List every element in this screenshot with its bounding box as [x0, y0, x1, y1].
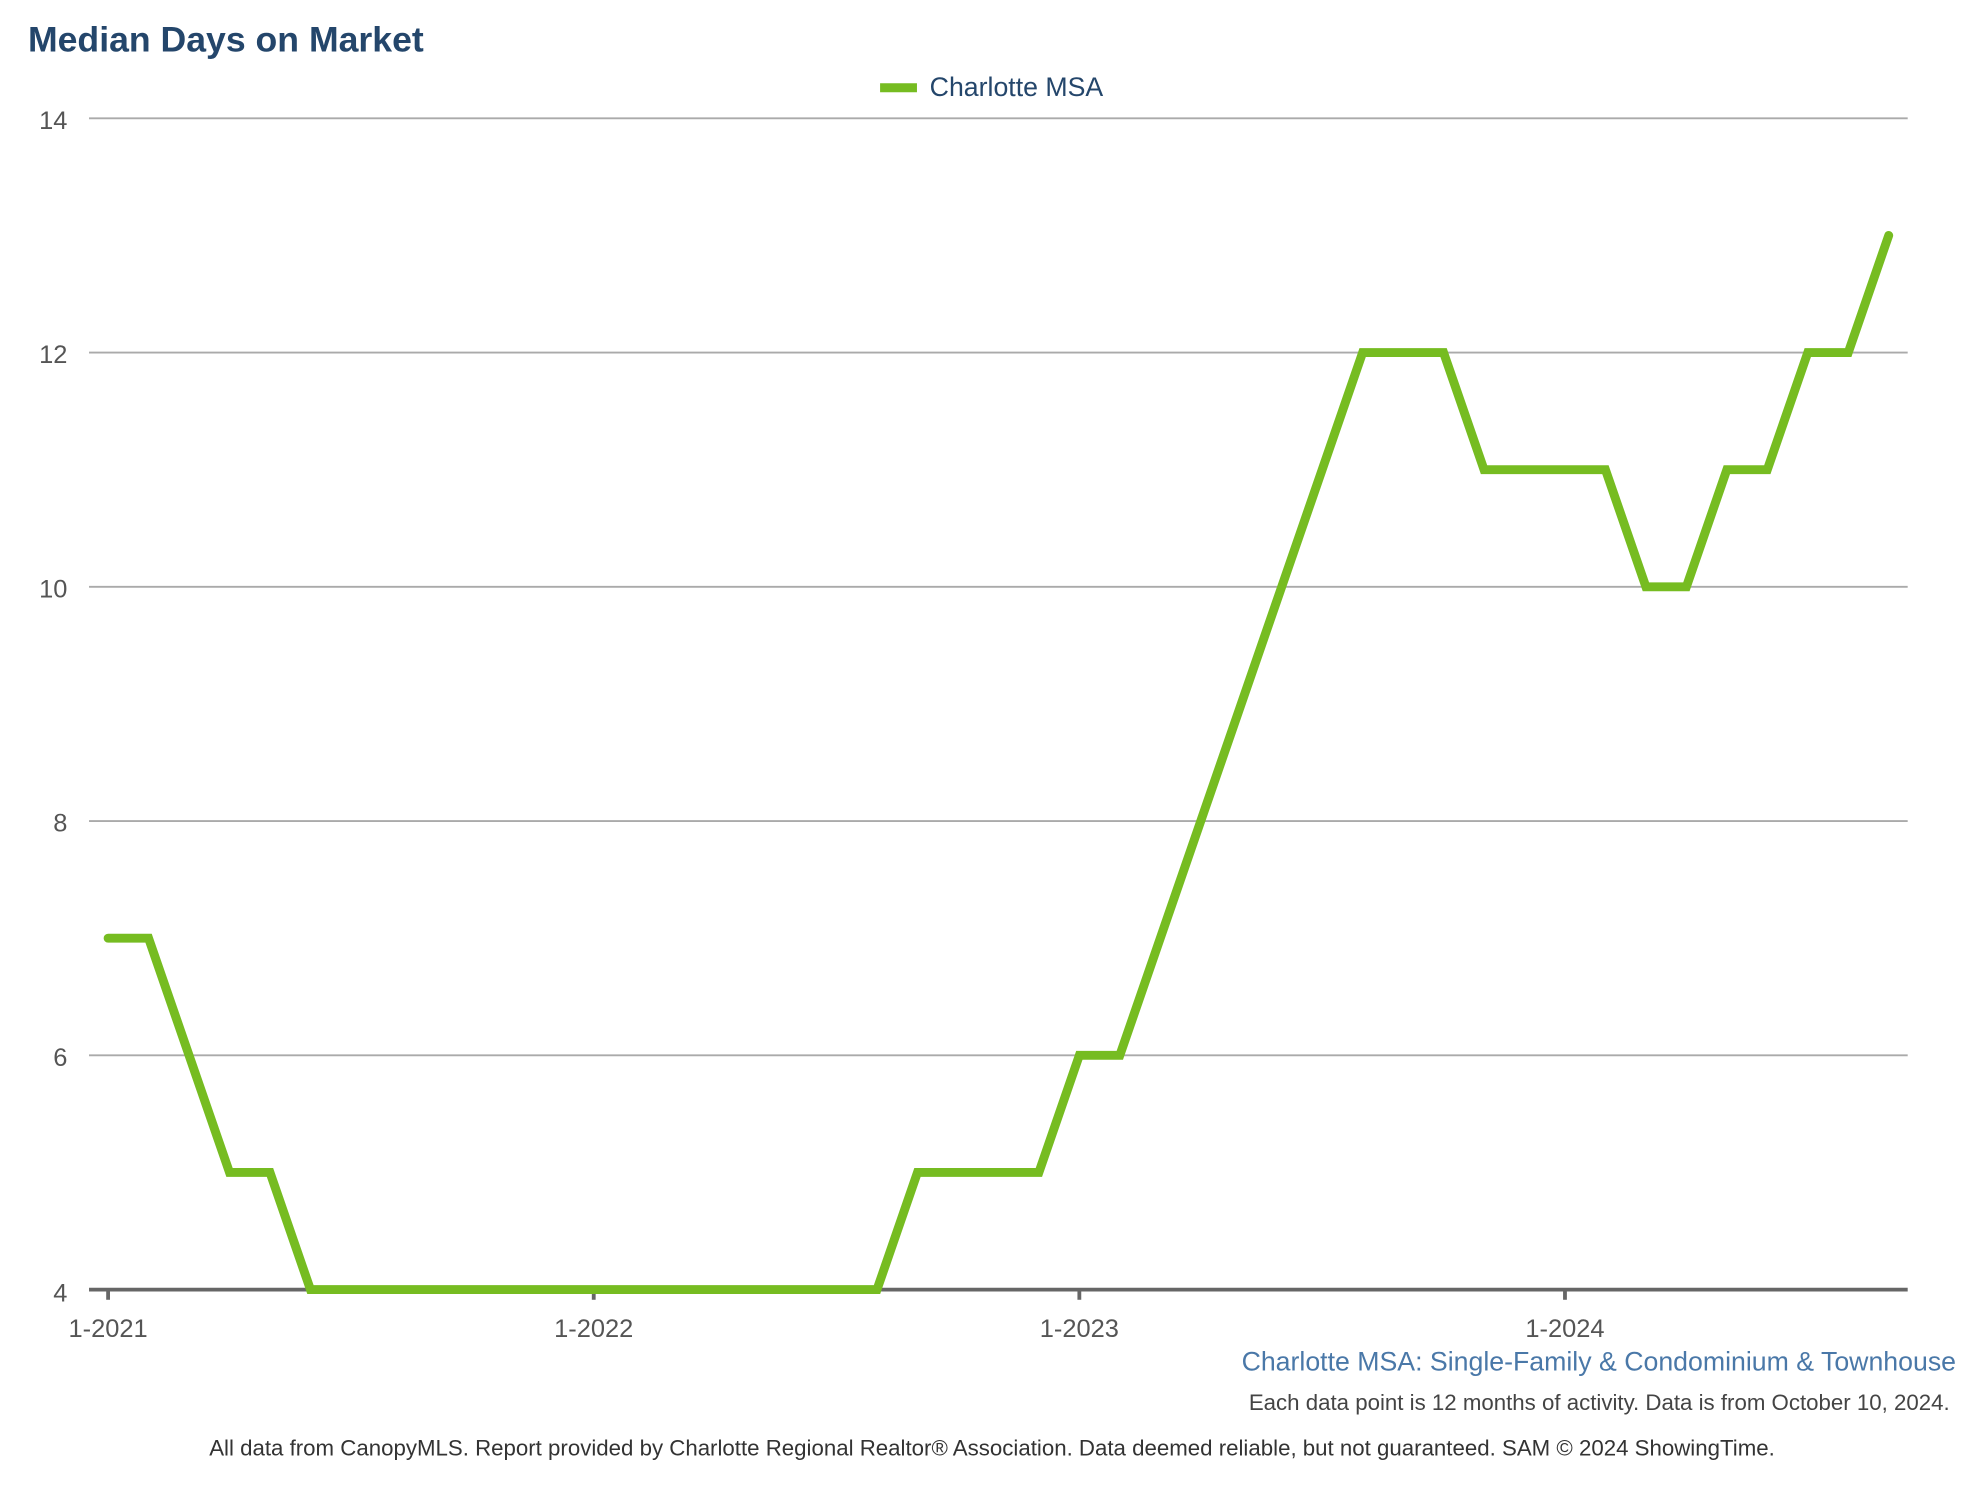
x-tick-label: 1-2024 [1525, 1315, 1604, 1343]
footer: All data from CanopyMLS. Report provided… [209, 1436, 1775, 1461]
y-tick-label: 10 [39, 575, 67, 603]
x-tick-label: 1-2022 [554, 1315, 633, 1343]
y-tick-label: 12 [39, 341, 67, 369]
y-tick-label: 6 [53, 1044, 67, 1072]
subtitle: Charlotte MSA: Single-Family & Condomini… [1242, 1346, 1956, 1376]
y-tick-label: 8 [53, 810, 67, 838]
x-tick-label: 1-2021 [69, 1315, 148, 1343]
x-tick-label: 1-2023 [1040, 1315, 1119, 1343]
y-tick-label: 4 [53, 1279, 67, 1307]
note: Each data point is 12 months of activity… [1249, 1390, 1950, 1415]
y-tick-label: 14 [39, 107, 67, 135]
chart-title: Median Days on Market [28, 19, 424, 59]
legend-label: Charlotte MSA [930, 72, 1104, 102]
data-line [103, 230, 1894, 1295]
